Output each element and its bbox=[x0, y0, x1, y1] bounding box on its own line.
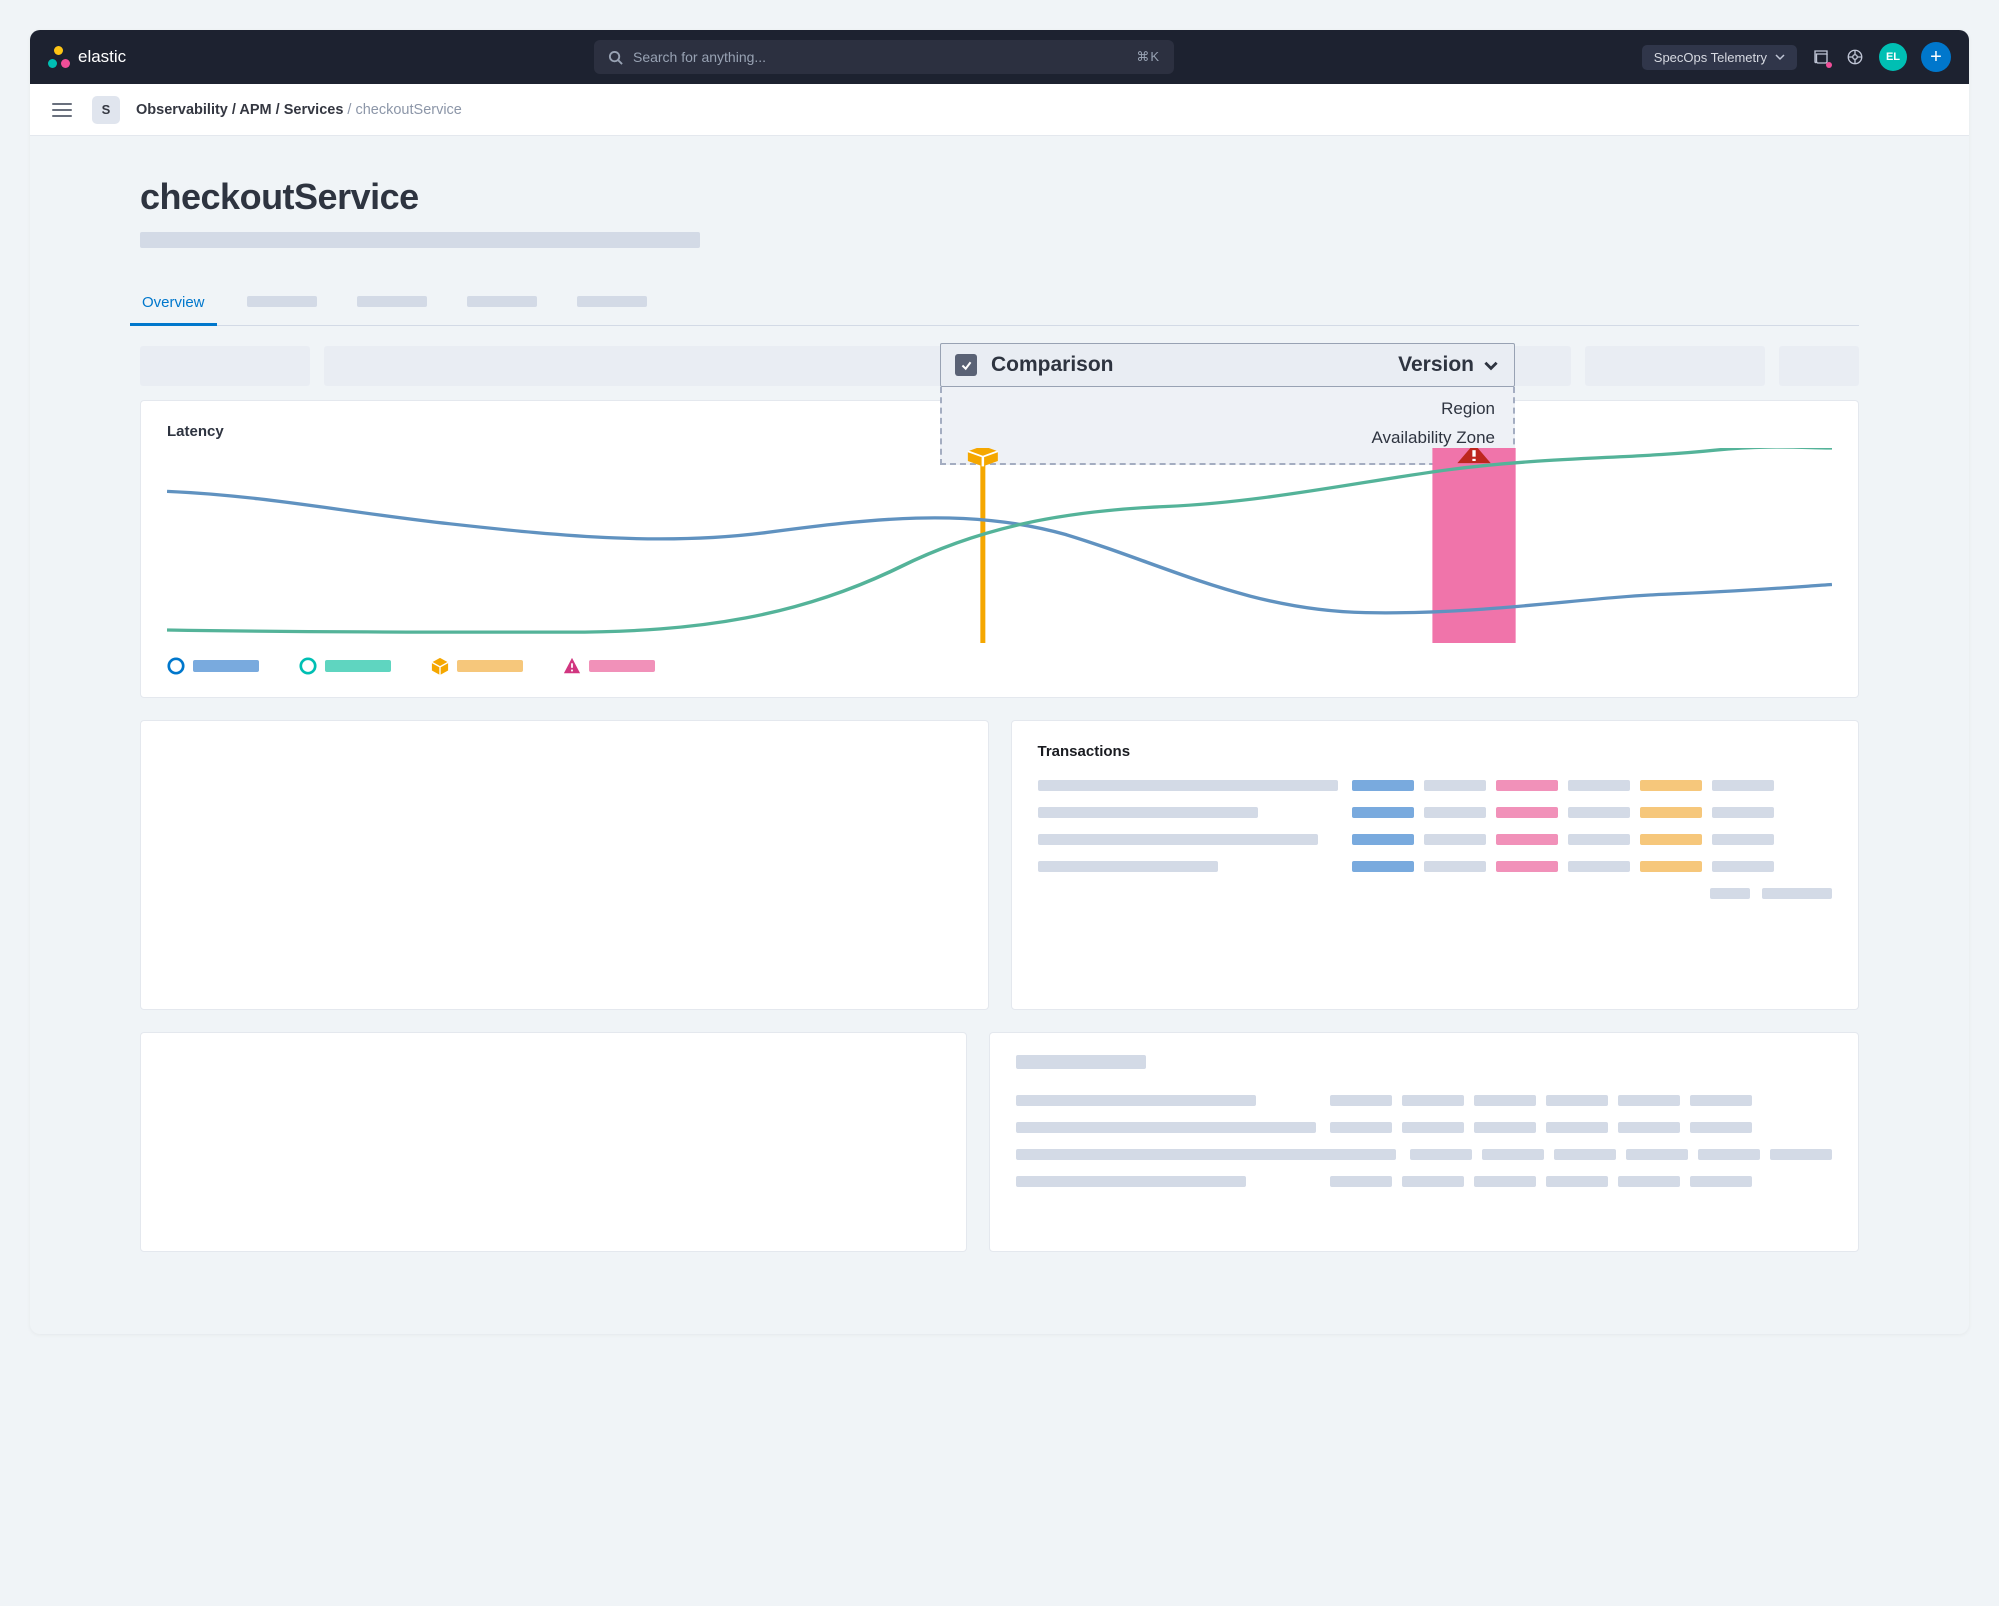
filter-placeholder[interactable] bbox=[1779, 346, 1859, 386]
data-panel bbox=[989, 1032, 1859, 1252]
legend-item[interactable] bbox=[431, 657, 523, 675]
tab-placeholder[interactable] bbox=[357, 296, 427, 307]
user-avatar[interactable]: EL bbox=[1879, 43, 1907, 71]
breadcrumb-path[interactable]: Observability / APM / Services bbox=[136, 102, 343, 118]
deployment-name: SpecOps Telemetry bbox=[1654, 50, 1767, 65]
global-search[interactable]: Search for anything... ⌘K bbox=[594, 40, 1174, 74]
brand-logo[interactable]: elastic bbox=[48, 46, 126, 68]
transactions-title: Transactions bbox=[1038, 743, 1833, 760]
latency-chart bbox=[167, 448, 1832, 643]
page-title: checkoutService bbox=[140, 176, 1859, 218]
table-row[interactable] bbox=[1016, 1176, 1832, 1187]
table-row[interactable] bbox=[1016, 1149, 1832, 1160]
comparison-value: Version bbox=[1398, 353, 1474, 377]
help-icon[interactable] bbox=[1845, 47, 1865, 67]
newsfeed-icon[interactable] bbox=[1811, 47, 1831, 67]
pagination-placeholder[interactable] bbox=[1762, 888, 1832, 899]
latency-legend bbox=[167, 657, 1832, 675]
tab-overview[interactable]: Overview bbox=[140, 284, 207, 325]
panel-placeholder bbox=[140, 720, 989, 1010]
top-nav: elastic Search for anything... ⌘K SpecOp… bbox=[30, 30, 1969, 84]
tab-placeholder[interactable] bbox=[247, 296, 317, 307]
transactions-panel: Transactions bbox=[1011, 720, 1860, 1010]
comparison-select[interactable]: Comparison Version bbox=[940, 343, 1515, 387]
comparison-checkbox[interactable] bbox=[955, 354, 977, 376]
table-row[interactable] bbox=[1038, 834, 1833, 845]
legend-item[interactable] bbox=[167, 657, 259, 675]
search-shortcut: ⌘K bbox=[1136, 49, 1160, 65]
legend-item[interactable] bbox=[563, 657, 655, 675]
filter-placeholder[interactable] bbox=[1585, 346, 1765, 386]
service-tabs: Overview bbox=[140, 284, 1859, 326]
search-icon bbox=[608, 50, 623, 65]
filter-bar: Comparison Version Region Availability Z… bbox=[140, 346, 1859, 386]
comparison-label: Comparison bbox=[991, 353, 1114, 377]
table-row[interactable] bbox=[1016, 1122, 1832, 1133]
elastic-logo-icon bbox=[48, 46, 70, 68]
pagination-placeholder[interactable] bbox=[1710, 888, 1750, 899]
space-badge[interactable]: S bbox=[92, 96, 120, 124]
add-button[interactable]: + bbox=[1921, 42, 1951, 72]
table-row[interactable] bbox=[1038, 780, 1833, 791]
nav-toggle-icon[interactable] bbox=[48, 99, 76, 121]
breadcrumb-current: checkoutService bbox=[355, 102, 461, 118]
subtitle-placeholder bbox=[140, 232, 700, 248]
chevron-down-icon bbox=[1775, 52, 1785, 62]
tab-placeholder[interactable] bbox=[577, 296, 647, 307]
deployment-selector[interactable]: SpecOps Telemetry bbox=[1642, 45, 1797, 70]
search-placeholder: Search for anything... bbox=[633, 49, 766, 65]
breadcrumb-bar: S Observability / APM / Services / check… bbox=[30, 84, 1969, 136]
table-row[interactable] bbox=[1016, 1095, 1832, 1106]
comparison-control: Comparison Version Region Availability Z… bbox=[940, 343, 1515, 465]
page-content: checkoutService Overview bbox=[30, 136, 1969, 1334]
panel-placeholder bbox=[140, 1032, 967, 1252]
chevron-down-icon bbox=[1482, 356, 1500, 374]
breadcrumb: Observability / APM / Services / checkou… bbox=[136, 102, 462, 118]
tab-placeholder[interactable] bbox=[467, 296, 537, 307]
table-row[interactable] bbox=[1038, 861, 1833, 872]
legend-item[interactable] bbox=[299, 657, 391, 675]
brand-name: elastic bbox=[78, 47, 126, 67]
comparison-option[interactable]: Region bbox=[960, 395, 1495, 424]
filter-placeholder[interactable] bbox=[140, 346, 310, 386]
panel-title-placeholder bbox=[1016, 1055, 1146, 1069]
table-row[interactable] bbox=[1038, 807, 1833, 818]
